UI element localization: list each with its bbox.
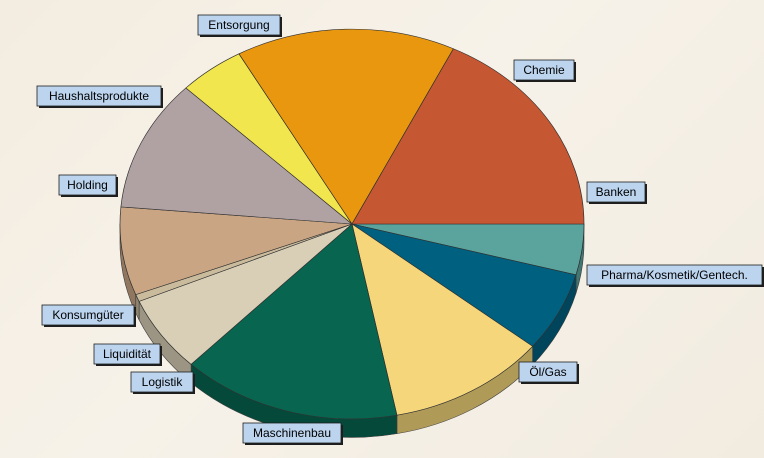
pie-label-entsorgung: Entsorgung (197, 14, 282, 37)
pie-label-box (36, 85, 162, 107)
pie-label-banken: Banken (586, 181, 647, 204)
pie-label-text: Öl/Gas (529, 365, 566, 379)
pie-label-holding: Holding (58, 174, 118, 197)
pie-label-box (518, 361, 578, 383)
pie-label-box (586, 264, 763, 286)
pie-labels-layer: Banken Pharma/Kosmetik/Gentech. Öl/Gas Masc… (36, 14, 764, 445)
pie-slice-oel-gas (351, 223, 534, 416)
pie-label-text: Maschinenbau (253, 426, 331, 440)
pie-slice-entsorgung (238, 28, 454, 225)
pie-slice-konsumgueter (119, 206, 353, 295)
pie-label-haushaltsprodukte: Haushaltsprodukte (36, 85, 163, 108)
pie-label-text: Pharma/Kosmetik/Gentech. (601, 268, 748, 282)
pie-slice-chemie (351, 48, 585, 225)
pie-slice-holding (120, 87, 353, 225)
pie-label-pharma-kosmetik-gentech: Pharma/Kosmetik/Gentech. (586, 264, 764, 287)
pie-label-text: Banken (596, 185, 637, 199)
pie-label-box (93, 343, 161, 365)
pie-label-text: Chemie (523, 63, 565, 77)
pie-label-konsumgueter: Konsumgüter (41, 304, 136, 327)
pie-label-box (242, 422, 342, 444)
pie-label-maschinenbau: Maschinenbau (242, 422, 343, 445)
pie-label-chemie: Chemie (513, 59, 576, 82)
pie-label-box (513, 59, 575, 81)
pie-label-box (586, 181, 646, 203)
pie-label-liquiditaet: Liquidität (93, 343, 162, 366)
pie-label-box (41, 304, 135, 326)
pie-label-oel-gas: Öl/Gas (518, 361, 579, 384)
pie-label-logistik: Logistik (130, 371, 195, 394)
pie-label-box (197, 14, 281, 36)
pie-label-text: Konsumgüter (52, 308, 123, 322)
pie-label-text: Haushaltsprodukte (49, 89, 149, 103)
pie-label-text: Holding (67, 178, 108, 192)
pie-label-box (58, 174, 117, 196)
pie-label-text: Logistik (142, 375, 184, 389)
pie-label-text: Liquidität (103, 347, 152, 361)
pie-slices-layer (119, 28, 585, 420)
pie-label-text: Entsorgung (208, 18, 269, 32)
pie-label-box (130, 371, 194, 393)
pie-slice-maschinenbau (190, 223, 398, 420)
